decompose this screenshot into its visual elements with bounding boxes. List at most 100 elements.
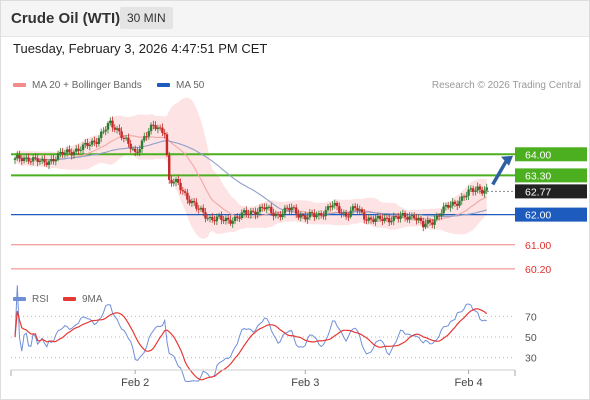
- candle-body: [467, 189, 470, 196]
- candles-layer: [13, 116, 488, 232]
- candle-body: [70, 152, 73, 156]
- candle-body: [256, 212, 259, 216]
- legend-ma20-label: MA 20 + Bollinger Bands: [32, 80, 142, 91]
- candle-body: [292, 207, 296, 209]
- candle-body: [102, 131, 105, 133]
- instrument-title: Crude Oil (WTI): [11, 10, 121, 27]
- rsi-tick-50: 50: [525, 332, 537, 344]
- candle-body: [249, 210, 253, 215]
- candle-body: [38, 160, 42, 163]
- candle-body: [199, 207, 203, 210]
- pivot-tag-62.00: [515, 207, 587, 222]
- candle-body: [29, 161, 33, 163]
- candle-body: [213, 220, 216, 222]
- bollinger-band-layer: [15, 97, 487, 239]
- candle-body: [152, 124, 155, 126]
- candle-body: [308, 212, 312, 218]
- candle-body: [446, 204, 450, 208]
- candle-body: [54, 159, 58, 162]
- candle-body: [195, 202, 198, 209]
- resistance-tag-64.00: [515, 147, 587, 162]
- candle-body: [113, 127, 116, 130]
- candle-body: [406, 217, 409, 220]
- candle-body: [45, 162, 48, 165]
- candle-body: [353, 206, 357, 208]
- candle-body: [63, 152, 67, 155]
- candle-body: [385, 217, 389, 219]
- candle-body: [254, 211, 257, 216]
- candle-body: [369, 217, 373, 220]
- legend-rsi: RSI: [13, 294, 49, 305]
- candle-body: [358, 209, 361, 211]
- candle-body: [174, 179, 178, 182]
- candle-body: [342, 212, 346, 214]
- candle-body: [154, 125, 157, 130]
- rsi-swatch: [13, 297, 26, 302]
- candle-body: [272, 212, 275, 217]
- candle-body: [149, 124, 153, 132]
- candle-body: [483, 190, 486, 194]
- candle-body: [403, 213, 407, 218]
- candle-body: [120, 131, 123, 138]
- resistance-tag-63.30: [515, 168, 587, 183]
- candle-body: [299, 215, 302, 218]
- candle-body: [231, 221, 234, 224]
- candle-body: [22, 157, 26, 162]
- candle-body: [242, 210, 246, 213]
- candle-body: [136, 151, 139, 153]
- candle-body: [444, 204, 448, 207]
- candle-body: [344, 212, 348, 217]
- candle-body: [388, 218, 391, 223]
- candle-body: [56, 153, 60, 160]
- candle-body: [324, 210, 327, 217]
- x-tick-label-Feb-3: Feb 3: [291, 377, 319, 389]
- ma50-line: [14, 140, 487, 217]
- candle-body: [374, 218, 377, 222]
- rsi-line: [14, 285, 487, 382]
- candle-body: [106, 123, 110, 130]
- candle-body: [99, 131, 103, 138]
- candle-body: [59, 151, 62, 154]
- candle-body: [392, 216, 395, 221]
- candle-body: [222, 219, 225, 222]
- candle-body: [188, 199, 191, 204]
- candle-body: [462, 196, 466, 198]
- candle-body: [93, 140, 96, 143]
- level-label-60.20: 60.20: [525, 264, 551, 276]
- candle-body: [326, 206, 330, 211]
- candle-body: [310, 212, 314, 214]
- candle-body: [240, 212, 243, 219]
- candle-body: [224, 217, 228, 222]
- candle-body: [215, 216, 219, 222]
- candle-body: [279, 214, 282, 218]
- candle-body: [97, 137, 101, 144]
- candle-body: [61, 151, 64, 155]
- candle-body: [192, 200, 196, 203]
- candle-body: [290, 207, 293, 211]
- candle-body: [347, 216, 350, 218]
- candle-body: [381, 219, 384, 221]
- candle-body: [356, 207, 359, 211]
- forecast-arrow-head: [501, 155, 513, 166]
- rsi-ma-line: [14, 308, 488, 381]
- candle-body: [428, 219, 432, 223]
- candle-body: [95, 142, 98, 144]
- candle-body: [437, 215, 441, 217]
- candle-body: [204, 212, 207, 219]
- candle-body: [304, 215, 307, 220]
- candle-body: [288, 207, 291, 211]
- candle-body: [118, 128, 121, 132]
- candle-body: [378, 215, 382, 220]
- candle-body: [376, 215, 380, 219]
- candle-body: [471, 188, 475, 192]
- candle-body: [186, 192, 189, 200]
- candle-body: [81, 144, 85, 150]
- candle-body: [43, 159, 46, 163]
- interval-button[interactable]: 30 MIN: [120, 7, 173, 29]
- candle-body: [372, 219, 375, 222]
- candle-body: [417, 218, 420, 221]
- ma50-swatch: [157, 83, 170, 88]
- candle-body: [276, 213, 280, 215]
- candle-body: [31, 157, 35, 162]
